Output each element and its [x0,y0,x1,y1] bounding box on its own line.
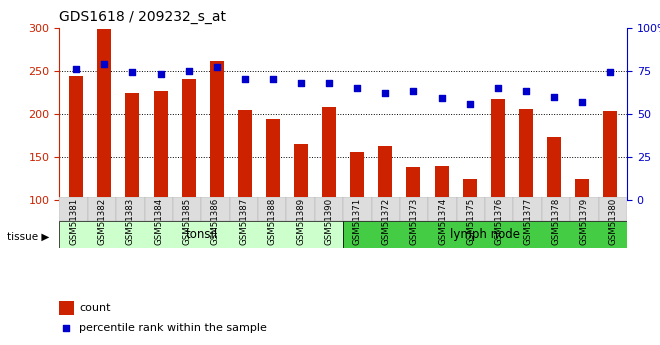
Text: tissue ▶: tissue ▶ [7,231,49,241]
Point [296,80,306,86]
Text: GDS1618 / 209232_s_at: GDS1618 / 209232_s_at [59,10,226,24]
Point [155,71,166,77]
Bar [315,197,343,221]
Bar [463,179,477,286]
Bar [210,61,224,286]
Bar [173,197,201,221]
Point [380,90,391,96]
Bar [372,197,400,221]
Point [71,66,82,72]
Text: percentile rank within the sample: percentile rank within the sample [79,323,267,333]
Bar [125,93,139,286]
Text: GSM51378: GSM51378 [552,198,560,245]
FancyBboxPatch shape [343,221,627,248]
Text: GSM51375: GSM51375 [467,198,475,245]
Bar [575,179,589,286]
Text: tonsil: tonsil [185,228,217,241]
Bar [599,197,627,221]
Text: GSM51390: GSM51390 [325,198,333,245]
Bar [378,146,393,286]
Point [465,101,475,106]
Bar [434,167,449,286]
Text: GSM51381: GSM51381 [69,198,78,245]
Point [605,70,615,75]
Bar [97,29,112,286]
Bar [154,90,168,286]
Bar [513,197,542,221]
Point [352,85,362,91]
Point [240,77,250,82]
Bar [485,197,513,221]
Text: GSM51387: GSM51387 [240,198,248,245]
Bar [266,119,280,286]
Text: GSM51388: GSM51388 [268,198,277,245]
Text: GSM51374: GSM51374 [438,198,447,245]
Point [324,80,335,86]
Bar [491,99,505,286]
Text: GSM51385: GSM51385 [183,198,191,245]
Bar [294,144,308,286]
Bar [286,197,315,221]
Bar [343,197,372,221]
Bar [145,197,173,221]
Text: GSM51371: GSM51371 [353,198,362,245]
Point [183,68,194,73]
Text: count: count [79,303,111,313]
Bar [542,197,570,221]
Bar [322,107,336,286]
Point [400,220,411,226]
Bar [116,197,145,221]
Bar [570,197,599,221]
Text: GSM51373: GSM51373 [410,198,418,245]
Bar [603,111,617,286]
Point [268,77,279,82]
Text: lymph node: lymph node [450,228,520,241]
Point [127,70,138,75]
Bar [350,152,364,286]
Point [548,94,559,99]
Bar [400,197,428,221]
Bar [59,301,74,315]
Bar [88,197,116,221]
Text: GSM51379: GSM51379 [580,198,589,245]
Point [521,89,531,94]
Point [436,96,447,101]
Bar [428,197,457,221]
Point [577,99,587,105]
Point [492,85,503,91]
Text: GSM51384: GSM51384 [154,198,163,245]
Text: GSM51372: GSM51372 [381,198,390,245]
Point [211,65,222,70]
Bar [547,137,561,286]
Bar [519,109,533,286]
Bar [258,197,286,221]
Bar [69,76,83,286]
Text: GSM51382: GSM51382 [98,198,106,245]
Text: GSM51389: GSM51389 [296,198,305,245]
Bar [182,79,195,286]
Bar [230,197,258,221]
Bar [238,110,252,286]
Bar [407,167,420,286]
Text: GSM51386: GSM51386 [211,198,220,245]
Bar [59,197,88,221]
FancyBboxPatch shape [59,221,343,248]
Text: GSM51377: GSM51377 [523,198,532,245]
Bar [201,197,230,221]
Bar [457,197,485,221]
Text: GSM51376: GSM51376 [495,198,504,245]
Text: GSM51383: GSM51383 [126,198,135,245]
Point [99,61,110,67]
Text: GSM51380: GSM51380 [609,198,617,245]
Point [408,89,418,94]
